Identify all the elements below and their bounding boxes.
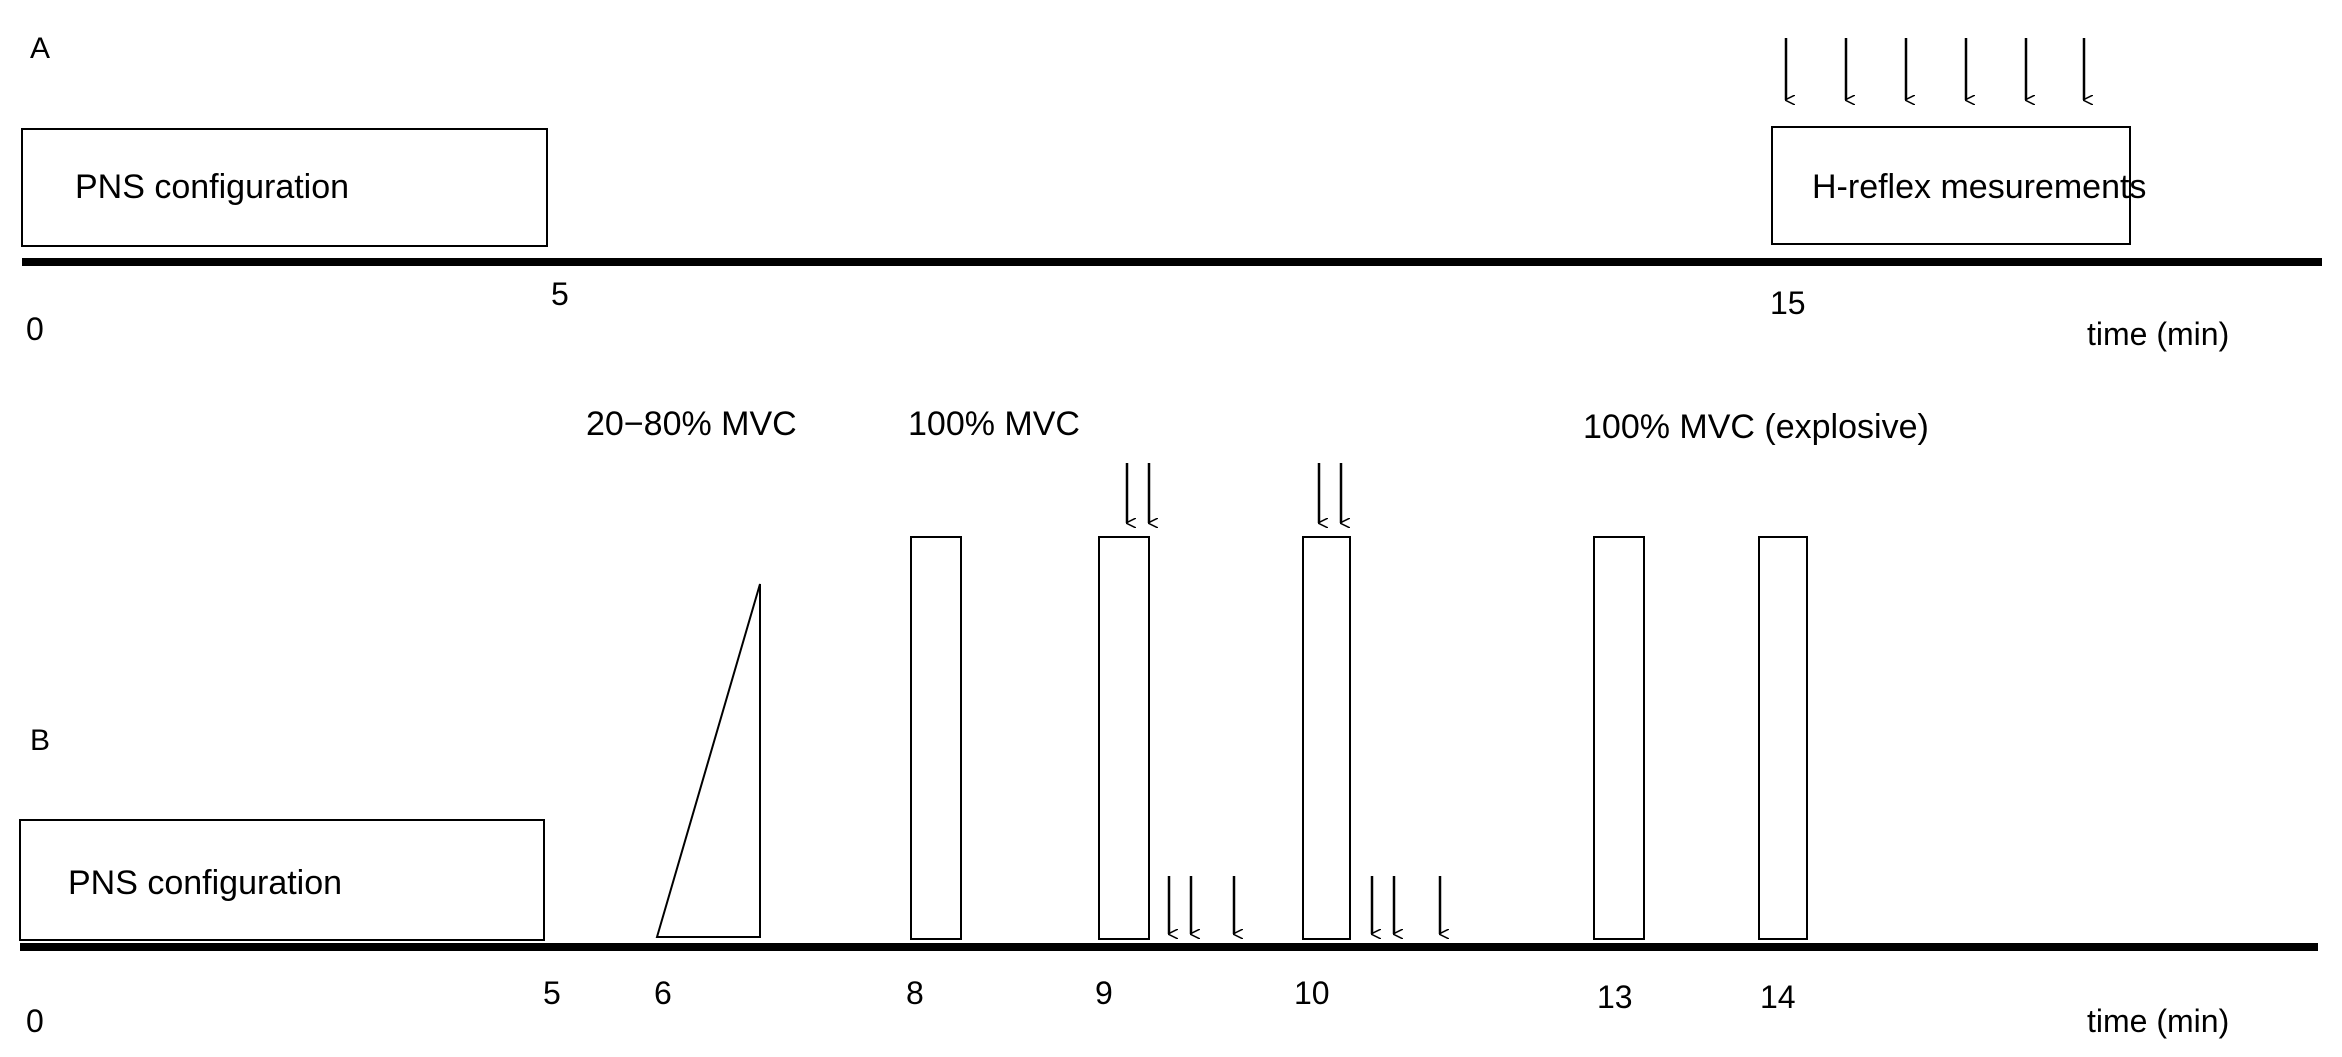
pns-configuration-box-b [19, 819, 545, 941]
mvc-contraction-bar [1302, 536, 1351, 940]
tick-b-5: 5 [543, 975, 561, 1011]
explosive-contraction-bar [1593, 536, 1645, 940]
tick-b-0: 0 [26, 1003, 44, 1039]
panel-a-letter: A [30, 32, 50, 65]
mvc-label: 100% MVC [908, 405, 1080, 443]
axis-label-a: time (min) [2087, 316, 2229, 352]
tick-a-15: 15 [1770, 285, 1806, 321]
stimulation-arrows [1125, 463, 1440, 934]
axis-label-b: time (min) [2087, 1003, 2229, 1039]
tick-b-14: 14 [1760, 979, 1796, 1015]
explosive-label: 100% MVC (explosive) [1583, 408, 1929, 446]
ramp-label: 20−80% MVC [586, 405, 797, 443]
pns-configuration-label-a: PNS configuration [75, 168, 349, 206]
explosive-contraction-bar [1758, 536, 1808, 940]
tick-b-6: 6 [654, 975, 672, 1011]
h-reflex-label: H-reflex mesurements [1812, 168, 2146, 206]
ramp-contraction-shape [655, 583, 761, 938]
pns-configuration-label-b: PNS configuration [68, 864, 342, 902]
tick-b-13: 13 [1597, 979, 1633, 1015]
tick-a-0: 0 [26, 311, 44, 347]
panel-a: A PNS configuration H-reflex mesurements… [21, 32, 2322, 352]
h-reflex-box [1771, 126, 2131, 245]
mvc-contraction-bar [1098, 536, 1150, 940]
tick-b-8: 8 [906, 975, 924, 1011]
tick-b-9: 9 [1095, 975, 1113, 1011]
mvc-contraction-bar [910, 536, 962, 940]
pns-configuration-box-a [21, 128, 548, 247]
h-reflex-arrows [1784, 38, 2084, 100]
panel-b: B 20−80% MVC 100% MVC 100% MVC (explosiv… [19, 405, 2318, 1039]
tick-b-10: 10 [1294, 975, 1330, 1011]
tick-a-5: 5 [551, 276, 569, 312]
panel-b-letter: B [30, 724, 50, 757]
